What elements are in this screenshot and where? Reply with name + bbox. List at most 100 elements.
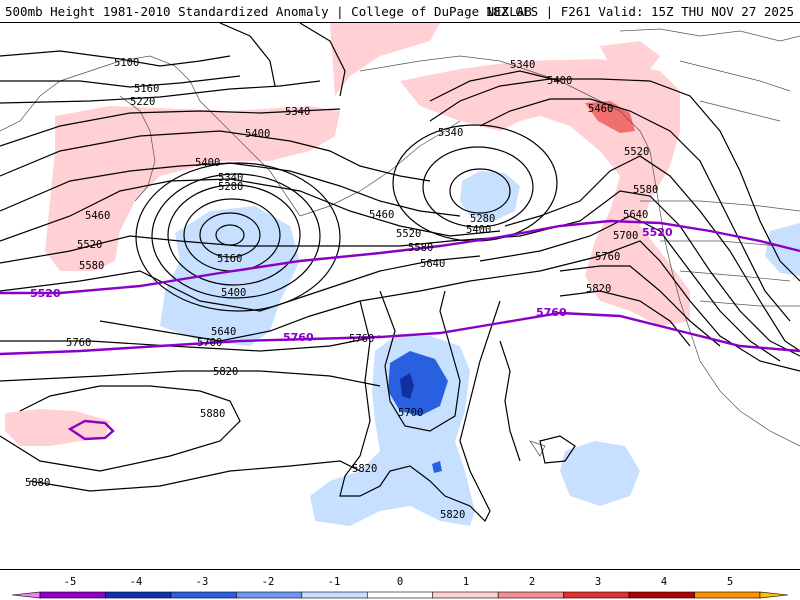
reference-line-5520 <box>0 219 800 295</box>
colorbar-max-arrow <box>759 591 789 599</box>
contour-5640 <box>0 255 481 312</box>
contour-5760-east <box>559 265 721 347</box>
contour-label: 5520 <box>624 146 649 158</box>
reference-line-loop <box>67 419 115 441</box>
positive-anomaly-area <box>600 41 660 69</box>
negative-anomaly-shading <box>160 171 800 526</box>
trough-contour <box>339 300 501 523</box>
contour-label: 5880 <box>200 408 225 420</box>
colorbar-swatch <box>170 591 237 599</box>
contour-label: 5460 <box>369 209 394 221</box>
contour-label: 5400 <box>221 287 246 299</box>
contour-label: 5760 <box>595 251 620 263</box>
contour-label: 5160 <box>134 83 159 95</box>
colorbar-swatch <box>236 591 303 599</box>
colorbar-tick-label: -1 <box>328 576 341 588</box>
contour-label: 5460 <box>85 210 110 222</box>
contour-label: 5760 <box>66 337 91 349</box>
contour-hawaii-loop <box>539 435 576 464</box>
contour-label: 5820 <box>440 509 465 521</box>
contour-label: 5280 <box>218 181 243 193</box>
contour-arctic <box>299 23 346 97</box>
contour-5640-east <box>479 215 781 362</box>
height-anomaly-map: 5100 5160 5220 5340 5400 5400 5340 5280 … <box>0 22 800 570</box>
reference-lines <box>0 219 800 441</box>
closed-low-contour <box>449 168 511 214</box>
colorbar-tick-label: -4 <box>130 576 143 588</box>
contour-5460-east <box>479 98 791 322</box>
colorbar-ticks: -5 -4 -3 -2 -1 0 1 2 3 4 5 <box>64 576 733 588</box>
closed-low-contour <box>135 162 341 312</box>
colorbar-tick-label: -5 <box>64 576 77 588</box>
reference-label: 5760 <box>283 331 314 344</box>
contour-5340-east <box>429 70 561 102</box>
contour-label: 5640 <box>623 209 648 221</box>
colorbar-tick-label: 3 <box>595 576 601 588</box>
contour-label: 5580 <box>633 184 658 196</box>
colorbar-tick-label: 2 <box>529 576 535 588</box>
valid-time: 18Z GFS | F261 Valid: 15Z THU NOV 27 202… <box>485 4 794 19</box>
coastline-alaska <box>359 55 800 447</box>
closed-low-contour <box>422 146 534 228</box>
contour-label: 5520 <box>396 228 421 240</box>
contour-label: 5340 <box>285 106 310 118</box>
negative-anomaly-area <box>432 461 442 473</box>
negative-anomaly-area <box>560 441 640 506</box>
coastline-arctic <box>619 28 800 42</box>
closed-low-contour <box>215 224 245 246</box>
contour-label: 5340 <box>218 172 243 184</box>
contour-5700 <box>99 280 471 342</box>
contour-5760 <box>0 335 381 352</box>
colorbar-min-arrow <box>11 591 41 599</box>
trough-contour <box>379 290 461 432</box>
contour-label: 5460 <box>588 103 613 115</box>
contour-label: 5520 <box>77 239 102 251</box>
negative-anomaly-area <box>765 223 800 276</box>
contour-label: 5280 <box>470 213 495 225</box>
colorbar-swatch <box>432 591 499 599</box>
contour-5100 <box>0 50 231 67</box>
coastline-kamchatka <box>119 95 156 202</box>
coastline-na-interior <box>640 200 800 212</box>
positive-anomaly-shading <box>5 23 690 446</box>
contour-5700-east <box>469 240 800 372</box>
negative-anomaly-area <box>160 206 300 346</box>
contour-5220 <box>0 80 321 104</box>
negative-anomaly-area <box>388 351 448 416</box>
contour-5520-east <box>504 155 800 352</box>
contour-5400-east <box>429 78 800 282</box>
map-title: 500mb Height 1981-2010 Standardized Anom… <box>5 4 532 19</box>
contour-label: 5700 <box>398 407 423 419</box>
positive-anomaly-area <box>330 23 440 96</box>
contour-5820 <box>0 370 381 387</box>
colorbar-tick-label: -3 <box>196 576 209 588</box>
reference-labels: 5520 5520 5760 5760 <box>30 226 673 344</box>
reference-line-5760 <box>0 311 800 356</box>
contour-5880 <box>0 385 241 472</box>
anomaly-colorbar: -5 -4 -3 -2 -1 0 1 2 3 4 5 <box>0 570 800 600</box>
coastline-na-interior <box>699 300 800 307</box>
contour-5400 <box>0 130 431 182</box>
contour-5820-east <box>499 340 521 462</box>
contour-label: 5400 <box>466 224 491 236</box>
positive-anomaly-area <box>5 409 110 446</box>
coastline-na-interior <box>660 240 781 247</box>
contour-5340 <box>0 108 341 147</box>
colorbar-tick-label: -2 <box>262 576 275 588</box>
closed-low-contour <box>199 212 261 258</box>
colorbar-tick-label: 4 <box>661 576 667 588</box>
coastline-na-interior <box>679 270 791 282</box>
colorbar-swatch <box>628 591 695 599</box>
contour-5580 <box>0 235 451 264</box>
contour-5820-west <box>29 460 361 492</box>
negative-anomaly-area <box>400 373 414 399</box>
contour-5160 <box>0 75 241 88</box>
contour-label: 5880 <box>25 477 50 489</box>
colorbar-swatch <box>694 591 761 599</box>
contour-labels: 5100 5160 5220 5340 5400 5400 5340 5280 … <box>25 57 658 521</box>
contour-label: 5700 <box>197 337 222 349</box>
reference-label: 5520 <box>642 226 673 239</box>
colorbar-swatch <box>366 591 434 599</box>
positive-anomaly-area <box>45 106 340 271</box>
colorbar-swatches <box>11 591 789 599</box>
